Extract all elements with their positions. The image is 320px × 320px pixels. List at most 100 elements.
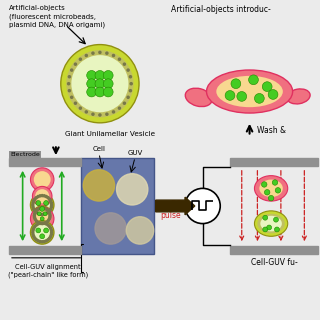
- Circle shape: [79, 107, 82, 110]
- Circle shape: [44, 212, 48, 215]
- Ellipse shape: [206, 70, 292, 113]
- Circle shape: [33, 217, 37, 221]
- Circle shape: [61, 44, 139, 123]
- Circle shape: [118, 58, 121, 61]
- Circle shape: [261, 182, 267, 187]
- Circle shape: [47, 217, 51, 221]
- Text: DC
pulse: DC pulse: [160, 200, 181, 220]
- Circle shape: [91, 112, 95, 116]
- Circle shape: [50, 233, 53, 236]
- Circle shape: [33, 209, 36, 212]
- Circle shape: [45, 208, 49, 212]
- Circle shape: [31, 228, 35, 232]
- Circle shape: [34, 207, 51, 224]
- Circle shape: [126, 68, 130, 72]
- Circle shape: [34, 171, 51, 188]
- Circle shape: [33, 214, 36, 218]
- Circle shape: [44, 239, 48, 243]
- Text: Electrode: Electrode: [10, 152, 40, 157]
- Circle shape: [34, 219, 38, 222]
- Circle shape: [70, 68, 74, 72]
- Circle shape: [105, 52, 108, 55]
- Circle shape: [231, 79, 241, 89]
- Circle shape: [48, 236, 51, 240]
- Circle shape: [32, 207, 36, 211]
- Circle shape: [48, 216, 52, 219]
- Circle shape: [35, 196, 38, 199]
- Circle shape: [49, 199, 52, 203]
- Circle shape: [44, 221, 47, 225]
- Circle shape: [45, 220, 49, 224]
- Circle shape: [50, 228, 53, 232]
- Circle shape: [46, 196, 50, 199]
- Circle shape: [36, 220, 39, 224]
- Ellipse shape: [287, 89, 310, 104]
- Circle shape: [44, 228, 49, 233]
- Circle shape: [74, 101, 77, 105]
- Circle shape: [43, 221, 46, 225]
- Circle shape: [48, 214, 52, 218]
- Ellipse shape: [254, 176, 288, 201]
- Circle shape: [274, 217, 278, 222]
- Circle shape: [35, 209, 49, 223]
- Circle shape: [87, 87, 97, 97]
- Circle shape: [70, 96, 74, 99]
- Text: Cell-GUV fu-: Cell-GUV fu-: [251, 258, 297, 267]
- Circle shape: [44, 207, 47, 211]
- Circle shape: [46, 219, 50, 222]
- Circle shape: [123, 101, 126, 105]
- Circle shape: [33, 236, 36, 240]
- Circle shape: [129, 89, 132, 92]
- Circle shape: [35, 238, 38, 242]
- Circle shape: [262, 82, 272, 92]
- Circle shape: [36, 212, 40, 215]
- Circle shape: [48, 197, 51, 201]
- Circle shape: [40, 206, 44, 210]
- Circle shape: [31, 231, 35, 234]
- Circle shape: [95, 87, 105, 97]
- Circle shape: [130, 82, 133, 85]
- Circle shape: [40, 234, 45, 239]
- Ellipse shape: [259, 180, 283, 197]
- Circle shape: [272, 180, 278, 185]
- Circle shape: [225, 91, 235, 100]
- Circle shape: [84, 110, 88, 114]
- Circle shape: [35, 189, 49, 203]
- Circle shape: [249, 75, 258, 85]
- Text: Cell: Cell: [92, 146, 105, 152]
- Circle shape: [268, 90, 278, 99]
- Circle shape: [40, 194, 44, 197]
- Circle shape: [48, 225, 51, 228]
- Circle shape: [46, 211, 50, 214]
- Circle shape: [31, 203, 35, 207]
- Circle shape: [33, 216, 36, 219]
- Circle shape: [35, 223, 38, 227]
- Circle shape: [36, 222, 40, 226]
- Circle shape: [43, 212, 47, 216]
- Circle shape: [38, 212, 42, 216]
- Circle shape: [30, 221, 54, 244]
- FancyArrow shape: [156, 197, 195, 215]
- Circle shape: [91, 52, 95, 55]
- Circle shape: [95, 213, 126, 244]
- Circle shape: [36, 195, 40, 198]
- Circle shape: [49, 207, 52, 211]
- Circle shape: [32, 206, 52, 226]
- Circle shape: [126, 96, 130, 99]
- Circle shape: [44, 222, 48, 226]
- Circle shape: [33, 211, 37, 214]
- FancyBboxPatch shape: [230, 158, 318, 166]
- Circle shape: [48, 212, 52, 216]
- Circle shape: [87, 70, 97, 80]
- Circle shape: [38, 240, 42, 243]
- Circle shape: [263, 215, 268, 220]
- Circle shape: [67, 82, 70, 85]
- Ellipse shape: [254, 211, 288, 236]
- Circle shape: [31, 233, 35, 236]
- Circle shape: [50, 201, 53, 205]
- Circle shape: [112, 54, 115, 57]
- Circle shape: [74, 62, 77, 66]
- Circle shape: [129, 75, 132, 78]
- Circle shape: [33, 197, 36, 201]
- Circle shape: [40, 212, 44, 216]
